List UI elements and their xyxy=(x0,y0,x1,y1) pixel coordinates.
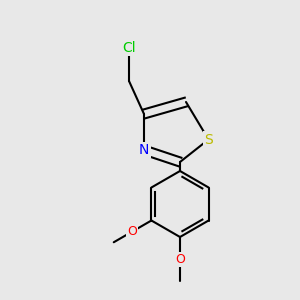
Text: O: O xyxy=(127,225,137,238)
Text: O: O xyxy=(175,253,185,266)
Text: Cl: Cl xyxy=(122,41,136,55)
Text: S: S xyxy=(204,133,213,146)
Text: N: N xyxy=(139,143,149,157)
